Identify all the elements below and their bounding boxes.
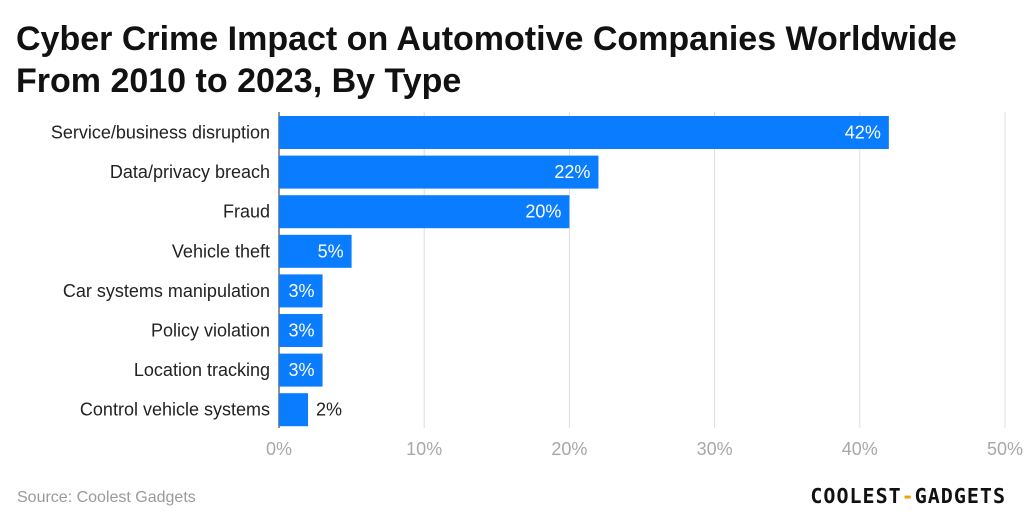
category-label: Vehicle theft	[172, 241, 270, 261]
category-label: Location tracking	[134, 360, 270, 380]
bar	[279, 353, 323, 387]
data-label: 20%	[525, 202, 561, 222]
category-label: Control vehicle systems	[80, 400, 270, 420]
category-label: Data/privacy breach	[110, 162, 270, 182]
brand-logo: COOLEST-GADGETS	[810, 484, 1006, 508]
x-tick-label: 10%	[406, 439, 442, 459]
x-tick-label: 40%	[842, 439, 878, 459]
x-tick-label: 30%	[697, 439, 733, 459]
bar	[279, 274, 323, 308]
logo-left: COOLEST	[810, 484, 902, 508]
x-tick-label: 0%	[266, 439, 292, 459]
logo-right: GADGETS	[914, 484, 1006, 508]
data-label: 3%	[289, 321, 315, 341]
data-label: 3%	[289, 281, 315, 301]
logo-separator: -	[901, 484, 915, 508]
bar-chart: Service/business disruption Data/privacy …	[51, 112, 1023, 459]
category-label: Policy violation	[151, 321, 270, 341]
data-label: 22%	[554, 162, 590, 182]
chart-title: Cyber Crime Impact on Automotive Compani…	[16, 20, 957, 100]
category-label: Car systems manipulation	[63, 281, 270, 301]
value-labels: 42%22%20%5%3%3%3%2%	[289, 123, 881, 420]
bar	[279, 234, 352, 268]
bar	[279, 393, 309, 427]
bar	[279, 195, 570, 229]
category-label: Service/business disruption	[51, 123, 270, 143]
data-label: 2%	[316, 400, 342, 420]
category-labels: Service/business disruption Data/privacy …	[51, 123, 270, 420]
data-label: 42%	[845, 123, 881, 143]
data-label: 3%	[289, 360, 315, 380]
bar	[279, 155, 599, 189]
x-tick-label: 50%	[987, 439, 1023, 459]
bar	[279, 314, 323, 347]
category-label: Fraud	[223, 202, 270, 222]
x-tick-label: 20%	[551, 439, 587, 459]
bars	[279, 116, 889, 427]
source-note: Source: Coolest Gadgets	[17, 489, 196, 506]
x-axis-ticks: 0% 10% 20% 30% 40% 50%	[266, 439, 1023, 459]
data-label: 5%	[318, 241, 344, 261]
bar	[279, 116, 889, 149]
